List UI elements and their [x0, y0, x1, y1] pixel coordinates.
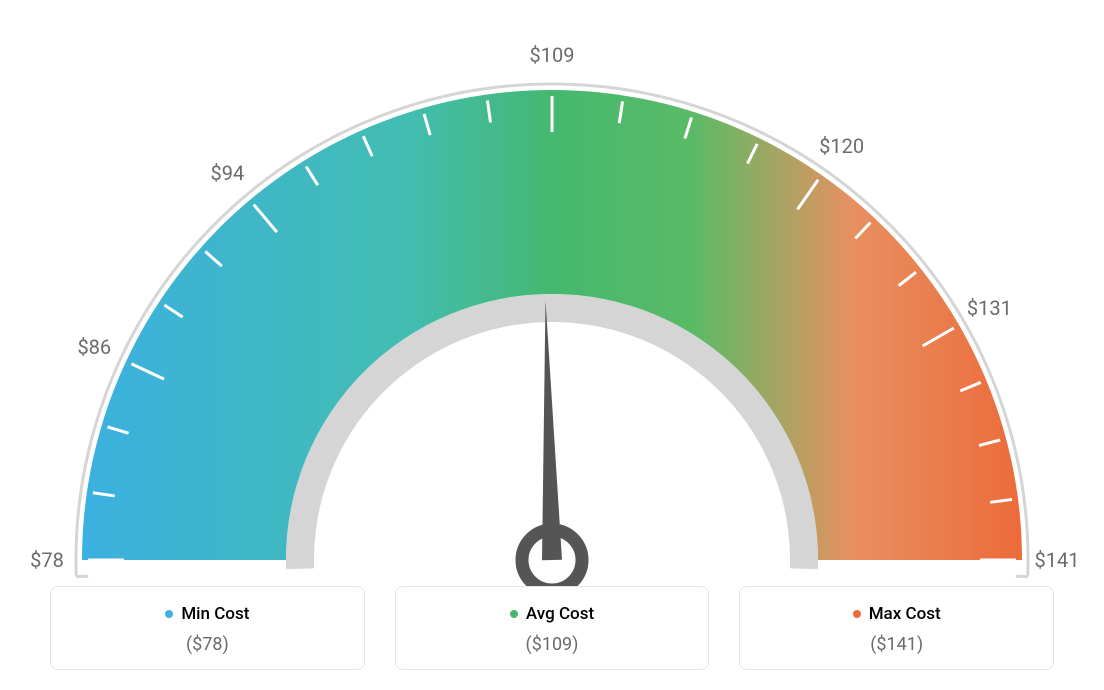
legend-card-max: Max Cost ($141)	[739, 586, 1054, 670]
scale-label: $131	[967, 296, 1012, 320]
legend-card-avg: Avg Cost ($109)	[395, 586, 710, 670]
gauge-chart: $78$86$94$109$120$131$141	[0, 0, 1104, 560]
scale-label: $141	[1035, 548, 1080, 572]
scale-label: $109	[530, 43, 575, 67]
legend-value-avg: ($109)	[406, 634, 699, 655]
legend-title-min: Min Cost	[165, 604, 249, 624]
scale-label: $78	[30, 548, 64, 572]
legend-label-avg: Avg Cost	[526, 604, 594, 624]
legend-card-min: Min Cost ($78)	[50, 586, 365, 670]
gauge-svg	[0, 20, 1104, 600]
legend-title-max: Max Cost	[853, 604, 941, 624]
scale-label: $120	[819, 134, 864, 158]
legend-value-min: ($78)	[61, 634, 354, 655]
legend-dot-min	[165, 610, 173, 618]
legend-title-avg: Avg Cost	[510, 604, 594, 624]
legend-label-min: Min Cost	[181, 604, 249, 624]
legend-value-max: ($141)	[750, 634, 1043, 655]
scale-label: $86	[77, 335, 111, 359]
legend-dot-max	[853, 610, 861, 618]
legend-row: Min Cost ($78) Avg Cost ($109) Max Cost …	[50, 586, 1054, 670]
legend-label-max: Max Cost	[869, 604, 941, 624]
scale-label: $94	[211, 161, 245, 185]
legend-dot-avg	[510, 610, 518, 618]
